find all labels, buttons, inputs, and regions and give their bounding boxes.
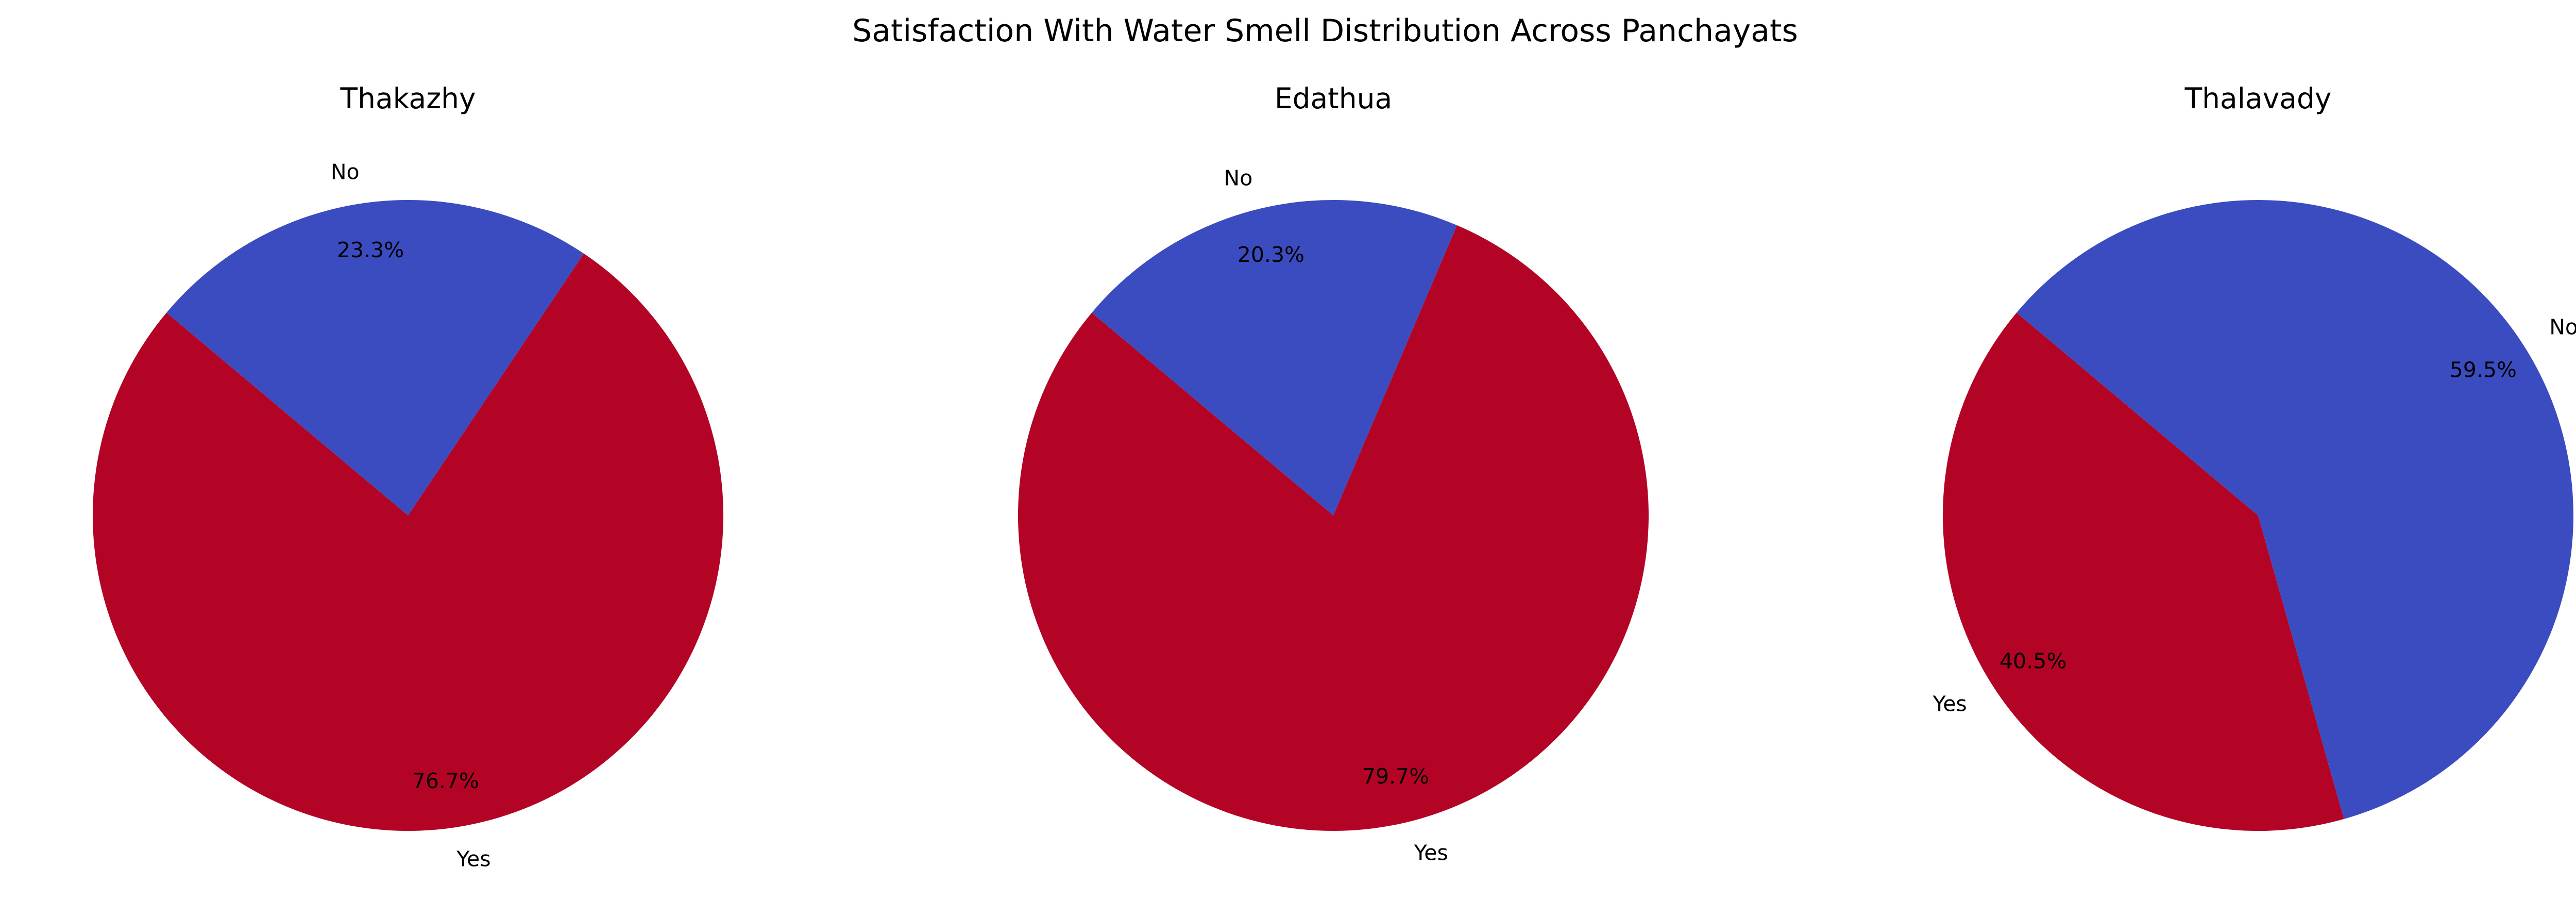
pie-title-thalavady: Thalavady bbox=[2184, 82, 2332, 115]
slice-pct-thakazhy-yes: 76.7% bbox=[412, 769, 479, 793]
pie-slice-thalavady-yes bbox=[1942, 312, 2344, 831]
pie-slice-edathua-yes bbox=[1018, 225, 1649, 831]
pie-title-edathua: Edathua bbox=[1275, 82, 1392, 115]
slice-pct-edathua-yes: 79.7% bbox=[1362, 764, 1429, 789]
pie-slice-thakazhy-no bbox=[166, 199, 584, 516]
slice-label-edathua-no: No bbox=[1224, 165, 1253, 190]
pie-slice-edathua-no bbox=[1092, 200, 1457, 515]
slice-label-edathua-yes: Yes bbox=[1414, 841, 1448, 865]
pie-chart-thakazhy: Thakazhy Yes No 76.7% 23.3% bbox=[92, 82, 723, 872]
slices-thalavady bbox=[1942, 200, 2573, 831]
pie-chart-thalavady: Thalavady Yes No 40.5% 59.5% bbox=[1933, 82, 2576, 831]
slices-edathua bbox=[1018, 200, 1649, 831]
slice-pct-thakazhy-no: 23.3% bbox=[337, 238, 404, 262]
pie-slice-thalavady-no bbox=[2016, 200, 2573, 819]
slice-label-thakazhy-no: No bbox=[331, 160, 360, 185]
slice-label-thakazhy-yes: Yes bbox=[456, 847, 490, 872]
slice-label-thalavady-yes: Yes bbox=[1933, 692, 1967, 716]
pie-title-thakazhy: Thakazhy bbox=[340, 82, 476, 115]
slice-pct-thalavady-no: 59.5% bbox=[2450, 357, 2517, 382]
slice-label-thalavady-no: No bbox=[2549, 314, 2576, 339]
slice-pct-thalavady-yes: 40.5% bbox=[1999, 649, 2066, 674]
pie-slice-thakazhy-yes bbox=[92, 253, 723, 831]
figure-title: Satisfaction With Water Smell Distributi… bbox=[852, 13, 1798, 49]
slice-pct-edathua-no: 20.3% bbox=[1238, 242, 1304, 267]
pie-chart-edathua: Edathua Yes No 79.7% 20.3% bbox=[1018, 82, 1649, 865]
slices-thakazhy bbox=[92, 199, 723, 831]
